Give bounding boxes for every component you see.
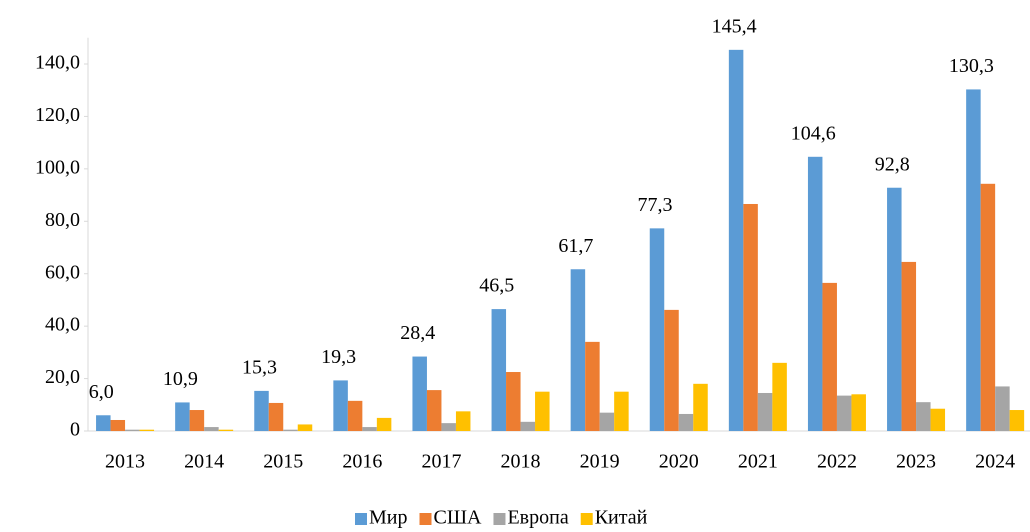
bar	[283, 429, 298, 431]
bar	[362, 427, 377, 431]
bar	[678, 413, 694, 431]
bar	[426, 390, 442, 431]
bar	[664, 309, 679, 431]
bar	[441, 423, 456, 431]
y-tick-label: 20,0	[45, 366, 80, 388]
data-label: 130,3	[949, 55, 994, 77]
data-label: 145,4	[712, 15, 757, 37]
y-tick-label: 100,0	[35, 156, 80, 178]
bar	[599, 412, 615, 431]
legend-label: Мир	[369, 507, 408, 529]
bar	[412, 356, 427, 431]
data-label: 15,3	[242, 356, 277, 378]
bar	[995, 386, 1010, 431]
bar	[916, 402, 931, 431]
bar	[491, 309, 507, 431]
bar	[175, 402, 190, 431]
y-tick-label: 60,0	[45, 261, 80, 283]
bar	[506, 372, 521, 431]
bar	[901, 261, 917, 431]
data-label: 19,3	[321, 346, 356, 368]
bar	[347, 400, 363, 431]
bar	[757, 392, 773, 431]
bar	[110, 419, 126, 431]
y-tick-label: 80,0	[45, 209, 80, 231]
legend-label: Китай	[595, 507, 648, 529]
bar	[96, 415, 111, 431]
bar	[520, 421, 536, 431]
x-tick-label: 2024	[975, 451, 1015, 473]
bar	[204, 427, 219, 431]
bar	[980, 183, 996, 431]
data-label: 6,0	[89, 381, 114, 403]
data-label: 46,5	[479, 275, 514, 297]
bar	[614, 391, 629, 431]
x-tick-label: 2023	[896, 451, 936, 473]
bar	[851, 394, 866, 431]
bar	[254, 390, 269, 431]
bar	[728, 49, 744, 431]
y-tick-label: 120,0	[35, 104, 80, 126]
bar	[125, 429, 140, 431]
bar	[333, 380, 348, 431]
data-label: 92,8	[875, 153, 910, 175]
legend-swatch	[580, 513, 593, 525]
x-tick-label: 2020	[659, 451, 699, 473]
x-tick-label: 2016	[342, 451, 382, 473]
data-label: 104,6	[791, 122, 836, 144]
bar	[297, 424, 313, 431]
y-tick-label: 140,0	[35, 52, 80, 74]
bar	[139, 429, 155, 431]
bar	[649, 228, 665, 431]
bar	[772, 362, 787, 431]
bar	[930, 408, 946, 431]
x-tick-label: 2017	[421, 451, 461, 473]
bar	[585, 341, 600, 431]
y-tick-label: 0	[70, 419, 80, 441]
bar	[1009, 410, 1025, 431]
y-tick-label: 40,0	[45, 314, 80, 336]
data-label: 77,3	[638, 194, 673, 216]
x-tick-label: 2018	[501, 451, 541, 473]
legend-swatch	[419, 513, 432, 525]
data-label: 10,9	[163, 368, 198, 390]
bar	[535, 391, 550, 431]
bar	[743, 203, 758, 431]
x-tick-label: 2022	[817, 451, 857, 473]
x-tick-label: 2015	[263, 451, 303, 473]
bar	[268, 402, 284, 431]
x-tick-label: 2019	[580, 451, 620, 473]
bar	[807, 156, 823, 431]
bar	[218, 429, 234, 431]
legend-swatch	[493, 513, 506, 525]
data-label: 28,4	[400, 322, 435, 344]
bar	[376, 417, 392, 431]
data-label: 61,7	[558, 235, 593, 257]
legend-swatch	[355, 513, 367, 525]
bar	[966, 89, 981, 431]
bar	[189, 410, 205, 431]
legend-label: США	[434, 507, 483, 529]
legend-label: Европа	[507, 507, 568, 529]
bar	[836, 395, 852, 431]
x-tick-label: 2014	[184, 451, 224, 473]
bar	[822, 282, 837, 431]
bar	[455, 411, 471, 431]
bar	[693, 383, 708, 431]
x-tick-label: 2013	[105, 451, 145, 473]
bar	[887, 187, 902, 431]
x-tick-label: 2021	[738, 451, 778, 473]
bar	[570, 269, 586, 431]
